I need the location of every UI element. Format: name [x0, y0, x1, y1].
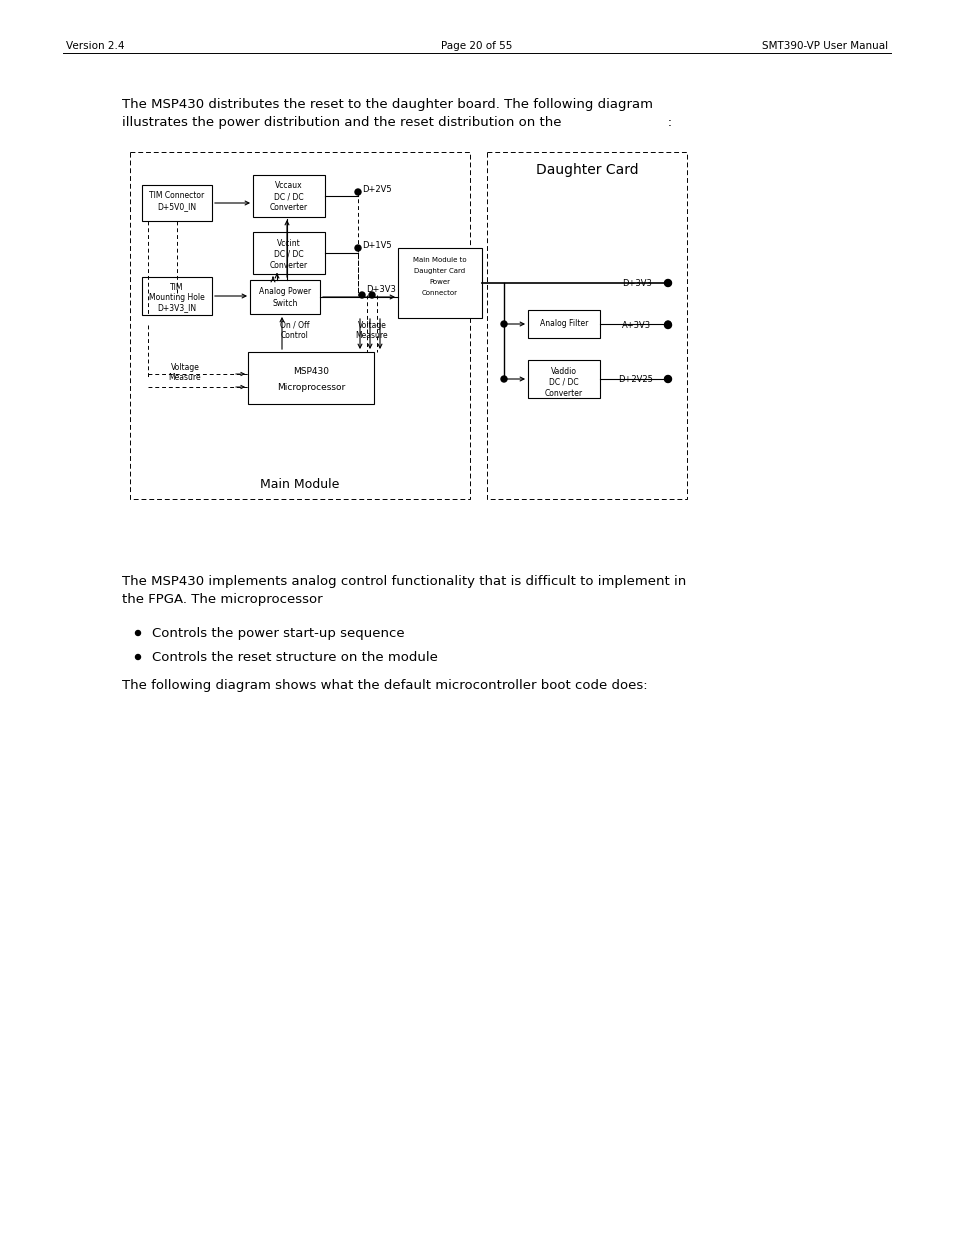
Text: Measure: Measure: [169, 373, 201, 383]
Bar: [142, 185, 212, 221]
Text: Main Module: Main Module: [260, 478, 339, 490]
Text: The following diagram shows what the default microcontroller boot code does:: The following diagram shows what the def…: [122, 679, 647, 692]
Text: illustrates the power distribution and the reset distribution on the            : illustrates the power distribution and t…: [122, 116, 672, 128]
Bar: [130, 152, 470, 499]
Text: SMT390-VP User Manual: SMT390-VP User Manual: [761, 41, 887, 51]
Text: Vaddio: Vaddio: [551, 367, 577, 375]
Text: TIM Connector: TIM Connector: [150, 190, 204, 200]
Circle shape: [358, 291, 365, 298]
Bar: [250, 280, 319, 314]
Text: A+3V3: A+3V3: [621, 321, 651, 330]
Text: Controls the reset structure on the module: Controls the reset structure on the modu…: [152, 651, 437, 664]
Bar: [253, 232, 325, 274]
Text: DC / DC: DC / DC: [549, 378, 578, 387]
Text: D+2V5: D+2V5: [361, 185, 392, 194]
Text: DC / DC: DC / DC: [274, 249, 303, 258]
Text: Converter: Converter: [270, 204, 308, 212]
Text: DC / DC: DC / DC: [274, 193, 303, 201]
Bar: [253, 175, 325, 217]
Text: Vccint: Vccint: [276, 238, 300, 247]
Circle shape: [664, 321, 671, 329]
Text: Vccaux: Vccaux: [274, 182, 302, 190]
Circle shape: [500, 375, 506, 382]
Bar: [486, 152, 686, 499]
Text: Analog Filter: Analog Filter: [539, 320, 588, 329]
Text: D+3V3_IN: D+3V3_IN: [157, 304, 196, 312]
Circle shape: [500, 321, 506, 327]
Text: Daughter Card: Daughter Card: [414, 268, 465, 274]
Text: MSP430: MSP430: [293, 368, 329, 377]
Text: Converter: Converter: [270, 261, 308, 269]
Circle shape: [664, 280, 670, 287]
Text: D+2V25: D+2V25: [618, 374, 652, 384]
Text: Page 20 of 55: Page 20 of 55: [441, 41, 512, 51]
Text: The MSP430 distributes the reset to the daughter board. The following diagram: The MSP430 distributes the reset to the …: [122, 98, 652, 111]
Text: D+3V3: D+3V3: [621, 279, 651, 288]
Circle shape: [355, 189, 360, 195]
Text: Daughter Card: Daughter Card: [536, 163, 638, 177]
Text: Power: Power: [429, 279, 450, 285]
Bar: [248, 352, 374, 404]
Text: D+1V5: D+1V5: [361, 242, 392, 251]
Text: Measure: Measure: [355, 331, 388, 340]
Circle shape: [664, 375, 670, 382]
Circle shape: [664, 279, 671, 287]
Text: Switch: Switch: [272, 299, 297, 308]
Circle shape: [664, 321, 670, 327]
Text: D+3V3: D+3V3: [366, 284, 395, 294]
Text: Mounting Hole: Mounting Hole: [149, 293, 205, 301]
Circle shape: [135, 631, 140, 636]
Circle shape: [664, 375, 671, 383]
Circle shape: [135, 655, 140, 659]
Text: TIM: TIM: [170, 283, 184, 291]
Bar: [397, 248, 481, 317]
Text: Voltage: Voltage: [357, 321, 386, 330]
Text: D+5V0_IN: D+5V0_IN: [157, 203, 196, 211]
Text: Main Module to: Main Module to: [413, 257, 466, 263]
Circle shape: [369, 291, 375, 298]
Bar: [527, 359, 599, 398]
Bar: [527, 310, 599, 338]
Text: Controls the power start-up sequence: Controls the power start-up sequence: [152, 627, 404, 640]
Text: Microprocessor: Microprocessor: [276, 383, 345, 391]
Text: Control: Control: [281, 331, 309, 340]
Text: the FPGA. The microprocessor: the FPGA. The microprocessor: [122, 593, 322, 606]
Text: Converter: Converter: [544, 389, 582, 398]
Text: On / Off: On / Off: [280, 321, 310, 330]
Text: Analog Power: Analog Power: [258, 288, 311, 296]
Text: Voltage: Voltage: [171, 363, 199, 373]
Circle shape: [355, 245, 360, 251]
Text: The MSP430 implements analog control functionality that is difficult to implemen: The MSP430 implements analog control fun…: [122, 576, 685, 588]
Text: Connector: Connector: [421, 290, 457, 296]
Text: Version 2.4: Version 2.4: [66, 41, 125, 51]
Bar: [142, 277, 212, 315]
